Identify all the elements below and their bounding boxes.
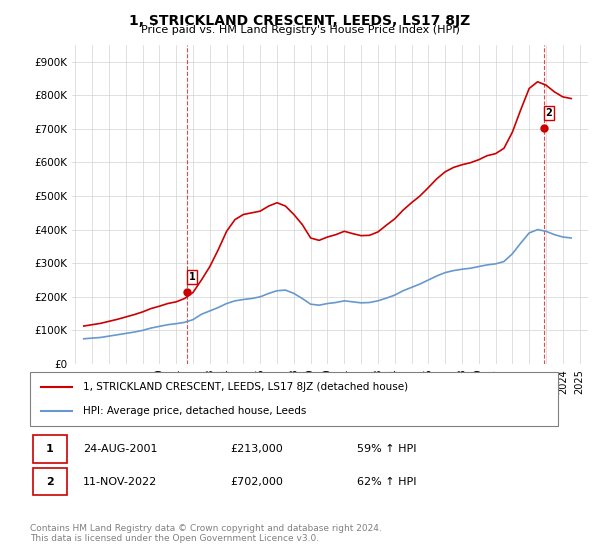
FancyBboxPatch shape [32,435,67,463]
Text: 2: 2 [46,477,53,487]
Text: 1, STRICKLAND CRESCENT, LEEDS, LS17 8JZ (detached house): 1, STRICKLAND CRESCENT, LEEDS, LS17 8JZ … [83,382,408,393]
FancyBboxPatch shape [32,468,67,495]
Text: 1: 1 [46,445,53,454]
Text: 59% ↑ HPI: 59% ↑ HPI [358,445,417,454]
Text: 24-AUG-2001: 24-AUG-2001 [83,445,157,454]
Text: HPI: Average price, detached house, Leeds: HPI: Average price, detached house, Leed… [83,405,306,416]
Text: 1: 1 [189,272,196,282]
Text: Price paid vs. HM Land Registry's House Price Index (HPI): Price paid vs. HM Land Registry's House … [140,25,460,35]
Text: £213,000: £213,000 [230,445,283,454]
FancyBboxPatch shape [30,372,558,426]
Text: Contains HM Land Registry data © Crown copyright and database right 2024.
This d: Contains HM Land Registry data © Crown c… [30,524,382,543]
Text: 1, STRICKLAND CRESCENT, LEEDS, LS17 8JZ: 1, STRICKLAND CRESCENT, LEEDS, LS17 8JZ [130,14,470,28]
Text: £702,000: £702,000 [230,477,284,487]
Text: 11-NOV-2022: 11-NOV-2022 [83,477,157,487]
Text: 2: 2 [545,108,552,118]
Text: 62% ↑ HPI: 62% ↑ HPI [358,477,417,487]
